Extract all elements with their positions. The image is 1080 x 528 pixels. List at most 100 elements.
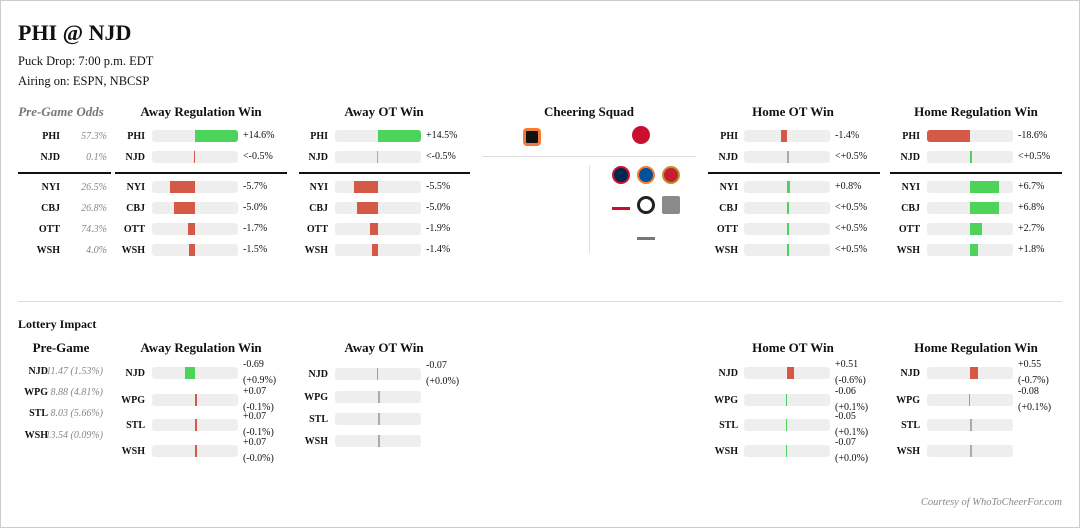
lottery-pick-bar-fill bbox=[970, 367, 978, 379]
lottery-pick-bar-fill bbox=[785, 445, 787, 457]
playoff-odds-bar-fill bbox=[787, 202, 789, 214]
playoff-odds-change: <-0.5% bbox=[243, 151, 273, 162]
pregame-team: WSH bbox=[36, 245, 60, 256]
pregame-team: OTT bbox=[38, 224, 60, 235]
playoff-odds-bar-fill bbox=[787, 223, 789, 235]
playoff-odds-change: -1.4% bbox=[835, 130, 860, 141]
playoff-odds-change: -1.4% bbox=[426, 244, 451, 255]
playoff-team: PHI bbox=[720, 131, 738, 142]
playoff-column-header: Away Regulation Win bbox=[140, 104, 262, 119]
playoff-odds-bar bbox=[744, 130, 830, 142]
puck-drop: Puck Drop: 7:00 p.m. EDT bbox=[18, 54, 154, 68]
lottery-odds-change: (-0.6%) bbox=[835, 375, 866, 386]
lottery-pick-change: +0.07 bbox=[243, 386, 267, 397]
playoff-odds-bar-fill bbox=[195, 130, 238, 142]
lottery-pregame-team: STL bbox=[29, 408, 48, 419]
playoff-odds-bar bbox=[152, 223, 238, 235]
playoff-odds-bar-fill bbox=[193, 151, 195, 163]
lottery-team: WPG bbox=[714, 395, 738, 406]
lottery-pick-bar-fill bbox=[195, 394, 197, 406]
playoff-odds-bar-fill bbox=[354, 181, 378, 193]
playoff-odds-bar-fill bbox=[787, 181, 791, 193]
playoff-odds-change: +6.8% bbox=[1018, 202, 1045, 213]
playoff-team: NJD bbox=[900, 152, 920, 163]
footer-credit: Courtesy of WhoToCheerFor.com bbox=[920, 497, 1062, 508]
playoff-odds-bar bbox=[335, 244, 421, 256]
playoff-odds-change: <+0.5% bbox=[835, 202, 868, 213]
lottery-pick-bar-fill bbox=[185, 367, 195, 379]
playoff-odds-bar-fill bbox=[188, 244, 195, 256]
playoff-odds-bar bbox=[927, 202, 1013, 214]
lottery-pick-bar bbox=[927, 367, 1013, 379]
pregame-team: NYI bbox=[41, 182, 60, 193]
lottery-pick-change: +0.07 bbox=[243, 411, 267, 422]
lottery-pick-bar-fill bbox=[970, 419, 972, 431]
lottery-odds-change: (-0.7%) bbox=[1018, 375, 1049, 386]
lottery-team: STL bbox=[309, 414, 328, 425]
lottery-odds-change: (+0.1%) bbox=[835, 427, 869, 438]
playoff-team: OTT bbox=[898, 224, 920, 235]
lottery-pick-change: -0.69 bbox=[243, 359, 264, 370]
lottery-team: WPG bbox=[304, 392, 328, 403]
playoff-team: NYI bbox=[719, 182, 738, 193]
lottery-team: STL bbox=[719, 420, 738, 431]
playoff-odds-bar-fill bbox=[787, 151, 789, 163]
playoff-odds-bar bbox=[152, 202, 238, 214]
playoff-column-header: Home Regulation Win bbox=[914, 104, 1038, 119]
lottery-team: WPG bbox=[896, 395, 920, 406]
lottery-column-header: Home Regulation Win bbox=[914, 340, 1038, 355]
lottery-pick-bar bbox=[152, 394, 238, 406]
lottery-pick-bar bbox=[152, 445, 238, 457]
playoff-odds-change: +14.5% bbox=[426, 130, 458, 141]
lottery-pick-bar-fill bbox=[968, 394, 970, 406]
pregame-team: PHI bbox=[42, 131, 60, 142]
playoff-odds-bar bbox=[335, 202, 421, 214]
playoff-odds-change: <-0.5% bbox=[426, 151, 456, 162]
lottery-odds-change: (+0.9%) bbox=[243, 375, 277, 386]
lottery-team: NJD bbox=[308, 369, 328, 380]
cheering-divider bbox=[482, 156, 696, 157]
lottery-pregame-value: 11.47 (1.53%) bbox=[46, 366, 103, 377]
lottery-pick-bar-fill bbox=[378, 413, 380, 425]
lottery-pick-change: +0.51 bbox=[835, 359, 859, 370]
lottery-column-header: Away Regulation Win bbox=[140, 340, 262, 355]
playoff-separator bbox=[115, 172, 287, 174]
playoff-odds-change: -5.0% bbox=[243, 202, 268, 213]
playoff-team: WSH bbox=[896, 245, 920, 256]
lottery-pick-bar bbox=[744, 419, 830, 431]
playoff-odds-bar bbox=[152, 130, 238, 142]
playoff-odds-change: <+0.5% bbox=[835, 244, 868, 255]
lottery-pick-bar-fill bbox=[378, 435, 380, 447]
playoff-odds-bar bbox=[744, 181, 830, 193]
playoff-odds-bar-fill bbox=[369, 223, 378, 235]
lottery-pick-change: -0.08 bbox=[1018, 386, 1039, 397]
playoff-odds-bar-fill bbox=[927, 130, 970, 142]
pregame-odds: 4.0% bbox=[86, 245, 107, 256]
lottery-pick-change: -0.07 bbox=[426, 360, 447, 371]
lottery-pregame-value: 8.88 (4.81%) bbox=[50, 387, 104, 398]
lottery-team: WPG bbox=[121, 395, 145, 406]
playoff-team: CBJ bbox=[901, 203, 920, 214]
playoff-odds-change: <+0.5% bbox=[835, 223, 868, 234]
playoff-odds-bar bbox=[335, 181, 421, 193]
lottery-pick-bar bbox=[335, 391, 421, 403]
playoff-odds-change: <+0.5% bbox=[835, 151, 868, 162]
lottery-team: NJD bbox=[125, 368, 145, 379]
playoff-team: PHI bbox=[127, 131, 145, 142]
playoff-odds-bar bbox=[927, 223, 1013, 235]
lottery-team: WSH bbox=[304, 436, 328, 447]
section-divider bbox=[18, 301, 1062, 302]
lottery-pick-bar-fill bbox=[378, 391, 380, 403]
playoff-odds-bar-fill bbox=[780, 130, 787, 142]
lottery-pick-bar-fill bbox=[787, 367, 795, 379]
playoff-odds-bar bbox=[152, 244, 238, 256]
playoff-separator bbox=[18, 172, 111, 174]
lottery-pick-change: -0.05 bbox=[835, 411, 856, 422]
playoff-team: NJD bbox=[125, 152, 145, 163]
lottery-odds-change: (-0.1%) bbox=[243, 427, 274, 438]
lottery-pick-bar-fill bbox=[785, 419, 787, 431]
lottery-pregame-team: WPG bbox=[24, 387, 48, 398]
playoff-separator bbox=[890, 172, 1062, 174]
playoff-odds-change: -1.5% bbox=[243, 244, 268, 255]
lottery-odds-change: (+0.1%) bbox=[835, 402, 869, 413]
